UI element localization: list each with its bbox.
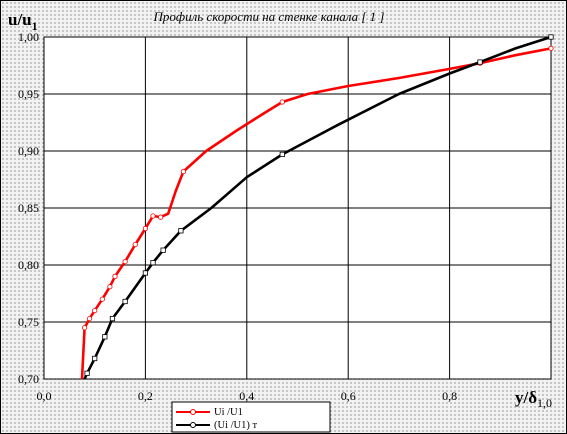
- y-tick-label: 0,70: [18, 372, 39, 386]
- data-point: [548, 34, 554, 40]
- data-point: [92, 355, 98, 362]
- legend-marker-red: [190, 409, 196, 415]
- legend-box: [171, 401, 331, 433]
- data-point: [178, 228, 184, 234]
- tick-labels: 0,0 0,2 0,4 0,6 0,8 0,70 0,75 0,80 0,85 0,90 0,95 1…: [18, 30, 457, 403]
- chart-title: Профиль скорости на стенке канала [ 1 ]: [153, 9, 385, 24]
- data-point: [122, 298, 128, 305]
- data-point: [180, 168, 187, 175]
- y-tick-label: 0,95: [18, 87, 39, 101]
- data-point: [109, 315, 116, 322]
- y-tick-label: 0,80: [18, 258, 39, 272]
- data-point: [122, 258, 128, 265]
- data-point: [107, 284, 113, 290]
- x-axis-label: y/δ1,0: [515, 388, 552, 410]
- x-tick-label: 0,4: [239, 389, 254, 403]
- y-tick-label: 0,75: [18, 315, 39, 329]
- data-point: [160, 247, 166, 253]
- data-point: [87, 315, 93, 322]
- y-tick-label: 0,85: [18, 201, 39, 215]
- x-tick-label: 0,6: [341, 389, 356, 403]
- data-point: [102, 334, 108, 340]
- y-axis-label: u/u1: [8, 10, 38, 33]
- series-group: [80, 34, 554, 380]
- data-point: [142, 270, 148, 276]
- y-tick-label: 0,90: [18, 144, 39, 158]
- x-tick-label: 0,8: [442, 389, 457, 403]
- data-point: [150, 260, 156, 266]
- data-point: [84, 370, 90, 376]
- data-point: [150, 213, 156, 219]
- data-point: [81, 325, 88, 331]
- data-point: [142, 225, 148, 232]
- data-point: [158, 214, 164, 220]
- data-point: [548, 45, 554, 52]
- x-tick-label: 0,2: [138, 389, 153, 403]
- data-point: [477, 59, 483, 65]
- data-point: [279, 99, 285, 105]
- legend: Ui /U1 (Ui /U1) т: [171, 401, 331, 433]
- legend-label-ui: Ui /U1: [214, 407, 243, 418]
- data-point: [92, 307, 98, 314]
- data-point: [132, 241, 138, 248]
- data-point: [112, 273, 118, 279]
- legend-label-ui-t: (Ui /U1) т: [214, 420, 257, 431]
- legend-marker-black: [190, 422, 196, 428]
- y-tick-label: 1,00: [18, 30, 39, 44]
- data-point: [99, 296, 105, 302]
- data-point: [279, 151, 285, 158]
- grid: [44, 37, 552, 379]
- x-tick-label: 0,0: [37, 389, 52, 403]
